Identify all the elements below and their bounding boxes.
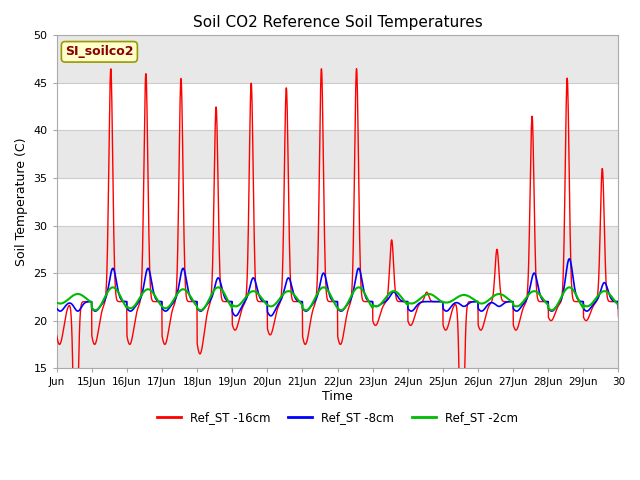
Y-axis label: Soil Temperature (C): Soil Temperature (C) <box>15 137 28 266</box>
X-axis label: Time: Time <box>322 390 353 403</box>
Bar <box>57 131 618 178</box>
Bar <box>57 321 618 368</box>
Bar <box>57 273 618 321</box>
Text: SI_soilco2: SI_soilco2 <box>65 45 134 58</box>
Bar <box>57 36 618 83</box>
Legend: Ref_ST -16cm, Ref_ST -8cm, Ref_ST -2cm: Ref_ST -16cm, Ref_ST -8cm, Ref_ST -2cm <box>152 407 523 429</box>
Bar <box>57 178 618 226</box>
Bar <box>57 226 618 273</box>
Title: Soil CO2 Reference Soil Temperatures: Soil CO2 Reference Soil Temperatures <box>193 15 483 30</box>
Bar <box>57 83 618 131</box>
